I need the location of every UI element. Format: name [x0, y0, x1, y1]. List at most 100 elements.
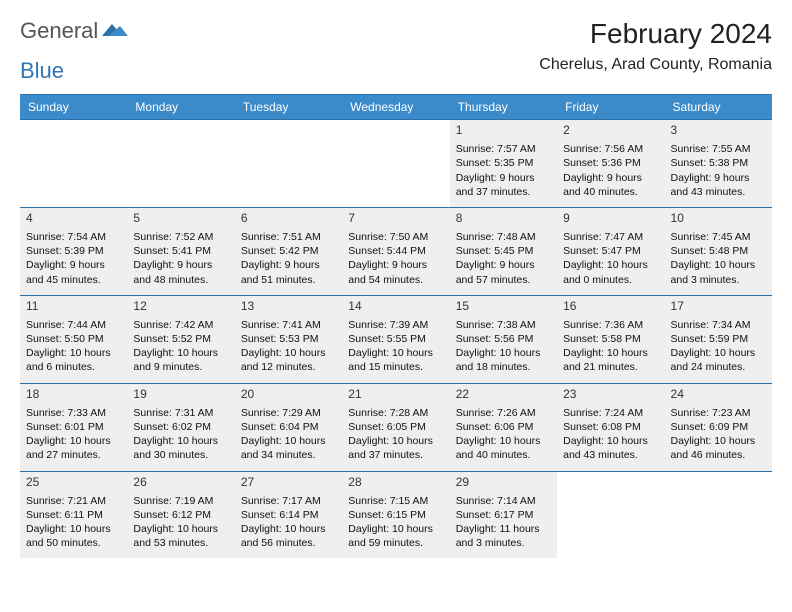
weekday-header-row: Sunday Monday Tuesday Wednesday Thursday…	[20, 95, 772, 120]
logo-text-general: General	[20, 18, 98, 44]
day-details: Sunrise: 7:26 AMSunset: 6:06 PMDaylight:…	[456, 406, 551, 463]
day-cell: 28Sunrise: 7:15 AMSunset: 6:15 PMDayligh…	[342, 471, 449, 558]
day-details: Sunrise: 7:51 AMSunset: 5:42 PMDaylight:…	[241, 230, 336, 287]
day-details: Sunrise: 7:17 AMSunset: 6:14 PMDaylight:…	[241, 494, 336, 551]
day-cell: 4Sunrise: 7:54 AMSunset: 5:39 PMDaylight…	[20, 207, 127, 295]
weekday-header: Sunday	[20, 95, 127, 120]
day-details: Sunrise: 7:15 AMSunset: 6:15 PMDaylight:…	[348, 494, 443, 551]
day-details: Sunrise: 7:14 AMSunset: 6:17 PMDaylight:…	[456, 494, 551, 551]
day-number: 17	[665, 296, 772, 316]
day-details: Sunrise: 7:39 AMSunset: 5:55 PMDaylight:…	[348, 318, 443, 375]
day-cell: 18Sunrise: 7:33 AMSunset: 6:01 PMDayligh…	[20, 383, 127, 471]
day-cell: 25Sunrise: 7:21 AMSunset: 6:11 PMDayligh…	[20, 471, 127, 558]
day-number: 26	[127, 472, 234, 492]
day-number: 9	[557, 208, 664, 228]
day-details: Sunrise: 7:54 AMSunset: 5:39 PMDaylight:…	[26, 230, 121, 287]
day-details: Sunrise: 7:36 AMSunset: 5:58 PMDaylight:…	[563, 318, 658, 375]
day-cell	[557, 471, 664, 558]
day-number: 6	[235, 208, 342, 228]
day-cell: 24Sunrise: 7:23 AMSunset: 6:09 PMDayligh…	[665, 383, 772, 471]
day-details: Sunrise: 7:23 AMSunset: 6:09 PMDaylight:…	[671, 406, 766, 463]
table-row: 25Sunrise: 7:21 AMSunset: 6:11 PMDayligh…	[20, 471, 772, 558]
day-cell: 22Sunrise: 7:26 AMSunset: 6:06 PMDayligh…	[450, 383, 557, 471]
day-cell: 7Sunrise: 7:50 AMSunset: 5:44 PMDaylight…	[342, 207, 449, 295]
day-details: Sunrise: 7:41 AMSunset: 5:53 PMDaylight:…	[241, 318, 336, 375]
day-number: 25	[20, 472, 127, 492]
day-cell: 27Sunrise: 7:17 AMSunset: 6:14 PMDayligh…	[235, 471, 342, 558]
day-number: 19	[127, 384, 234, 404]
day-details: Sunrise: 7:28 AMSunset: 6:05 PMDaylight:…	[348, 406, 443, 463]
day-details: Sunrise: 7:45 AMSunset: 5:48 PMDaylight:…	[671, 230, 766, 287]
day-details: Sunrise: 7:57 AMSunset: 5:35 PMDaylight:…	[456, 142, 551, 199]
weekday-header: Tuesday	[235, 95, 342, 120]
location: Cherelus, Arad County, Romania	[539, 56, 772, 74]
day-cell: 29Sunrise: 7:14 AMSunset: 6:17 PMDayligh…	[450, 471, 557, 558]
table-row: 11Sunrise: 7:44 AMSunset: 5:50 PMDayligh…	[20, 295, 772, 383]
day-cell	[342, 120, 449, 208]
day-details: Sunrise: 7:52 AMSunset: 5:41 PMDaylight:…	[133, 230, 228, 287]
weekday-header: Friday	[557, 95, 664, 120]
calendar-body: 1Sunrise: 7:57 AMSunset: 5:35 PMDaylight…	[20, 120, 772, 559]
logo-text-blue: Blue	[20, 58, 64, 84]
day-number: 21	[342, 384, 449, 404]
day-cell: 1Sunrise: 7:57 AMSunset: 5:35 PMDaylight…	[450, 120, 557, 208]
day-details: Sunrise: 7:21 AMSunset: 6:11 PMDaylight:…	[26, 494, 121, 551]
day-cell: 10Sunrise: 7:45 AMSunset: 5:48 PMDayligh…	[665, 207, 772, 295]
day-details: Sunrise: 7:34 AMSunset: 5:59 PMDaylight:…	[671, 318, 766, 375]
day-details: Sunrise: 7:44 AMSunset: 5:50 PMDaylight:…	[26, 318, 121, 375]
weekday-header: Saturday	[665, 95, 772, 120]
day-details: Sunrise: 7:38 AMSunset: 5:56 PMDaylight:…	[456, 318, 551, 375]
day-cell: 16Sunrise: 7:36 AMSunset: 5:58 PMDayligh…	[557, 295, 664, 383]
day-details: Sunrise: 7:48 AMSunset: 5:45 PMDaylight:…	[456, 230, 551, 287]
day-cell	[235, 120, 342, 208]
day-cell: 20Sunrise: 7:29 AMSunset: 6:04 PMDayligh…	[235, 383, 342, 471]
weekday-header: Monday	[127, 95, 234, 120]
day-cell: 17Sunrise: 7:34 AMSunset: 5:59 PMDayligh…	[665, 295, 772, 383]
weekday-header: Thursday	[450, 95, 557, 120]
day-details: Sunrise: 7:19 AMSunset: 6:12 PMDaylight:…	[133, 494, 228, 551]
day-details: Sunrise: 7:55 AMSunset: 5:38 PMDaylight:…	[671, 142, 766, 199]
day-details: Sunrise: 7:56 AMSunset: 5:36 PMDaylight:…	[563, 142, 658, 199]
day-cell: 3Sunrise: 7:55 AMSunset: 5:38 PMDaylight…	[665, 120, 772, 208]
day-number: 3	[665, 120, 772, 140]
day-number: 11	[20, 296, 127, 316]
calendar-table: Sunday Monday Tuesday Wednesday Thursday…	[20, 94, 772, 558]
logo: General	[20, 18, 128, 44]
logo-icon	[102, 22, 128, 40]
weekday-header: Wednesday	[342, 95, 449, 120]
table-row: 18Sunrise: 7:33 AMSunset: 6:01 PMDayligh…	[20, 383, 772, 471]
day-number: 24	[665, 384, 772, 404]
day-number: 29	[450, 472, 557, 492]
day-number: 20	[235, 384, 342, 404]
page-title: February 2024	[539, 18, 772, 50]
day-number: 4	[20, 208, 127, 228]
day-number: 18	[20, 384, 127, 404]
day-number: 7	[342, 208, 449, 228]
day-number: 22	[450, 384, 557, 404]
day-cell: 9Sunrise: 7:47 AMSunset: 5:47 PMDaylight…	[557, 207, 664, 295]
table-row: 4Sunrise: 7:54 AMSunset: 5:39 PMDaylight…	[20, 207, 772, 295]
day-cell: 6Sunrise: 7:51 AMSunset: 5:42 PMDaylight…	[235, 207, 342, 295]
day-number: 16	[557, 296, 664, 316]
day-cell: 23Sunrise: 7:24 AMSunset: 6:08 PMDayligh…	[557, 383, 664, 471]
day-cell: 5Sunrise: 7:52 AMSunset: 5:41 PMDaylight…	[127, 207, 234, 295]
day-details: Sunrise: 7:47 AMSunset: 5:47 PMDaylight:…	[563, 230, 658, 287]
title-block: February 2024 Cherelus, Arad County, Rom…	[539, 18, 772, 74]
day-cell: 8Sunrise: 7:48 AMSunset: 5:45 PMDaylight…	[450, 207, 557, 295]
day-number: 28	[342, 472, 449, 492]
day-cell	[127, 120, 234, 208]
day-cell	[665, 471, 772, 558]
day-cell: 21Sunrise: 7:28 AMSunset: 6:05 PMDayligh…	[342, 383, 449, 471]
day-number: 13	[235, 296, 342, 316]
day-number: 2	[557, 120, 664, 140]
day-number: 23	[557, 384, 664, 404]
day-details: Sunrise: 7:33 AMSunset: 6:01 PMDaylight:…	[26, 406, 121, 463]
day-number: 12	[127, 296, 234, 316]
day-number: 14	[342, 296, 449, 316]
day-cell	[20, 120, 127, 208]
day-number: 15	[450, 296, 557, 316]
day-details: Sunrise: 7:42 AMSunset: 5:52 PMDaylight:…	[133, 318, 228, 375]
day-cell: 13Sunrise: 7:41 AMSunset: 5:53 PMDayligh…	[235, 295, 342, 383]
day-cell: 11Sunrise: 7:44 AMSunset: 5:50 PMDayligh…	[20, 295, 127, 383]
table-row: 1Sunrise: 7:57 AMSunset: 5:35 PMDaylight…	[20, 120, 772, 208]
